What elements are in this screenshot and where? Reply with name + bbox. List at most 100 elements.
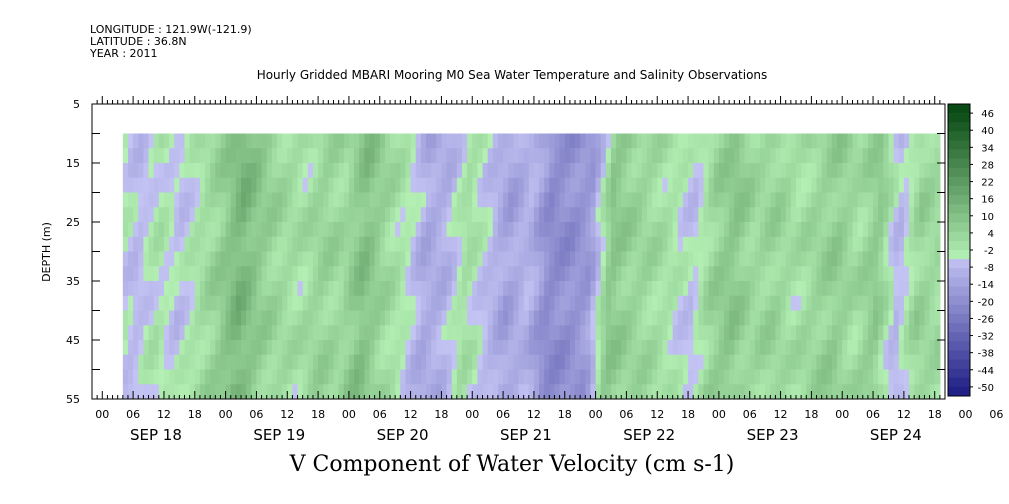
heatmap-cell	[271, 222, 278, 238]
heatmap-cell	[251, 295, 258, 312]
heatmap-cell	[785, 281, 792, 297]
heatmap-cell	[158, 207, 165, 223]
heatmap-cell	[153, 251, 160, 267]
heatmap-cell	[374, 192, 381, 208]
heatmap-cell	[852, 236, 859, 253]
heatmap-cell	[554, 133, 561, 149]
heatmap-cell	[590, 325, 597, 341]
heatmap-cell	[878, 310, 884, 326]
heatmap-cell	[174, 281, 180, 297]
heatmap-cell	[703, 384, 710, 399]
heatmap-cell	[400, 163, 407, 179]
heatmap-cell	[873, 163, 879, 179]
heatmap-cell	[909, 163, 915, 179]
heatmap-cell	[610, 251, 617, 267]
heatmap-cell	[348, 295, 355, 312]
heatmap-cell	[693, 163, 699, 179]
heatmap-cell	[646, 354, 653, 371]
heatmap-cell	[616, 384, 622, 399]
heatmap-cell	[415, 295, 422, 312]
heatmap-cell	[395, 354, 401, 371]
heatmap-cell	[909, 177, 915, 194]
heatmap-cell	[210, 295, 216, 312]
heatmap-cell	[497, 133, 504, 149]
heatmap-cell	[410, 222, 417, 238]
heatmap-cell	[831, 295, 838, 312]
heatmap-cell	[544, 192, 550, 208]
heatmap-cell	[420, 325, 427, 341]
heatmap-cell	[785, 369, 792, 385]
heatmap-cell	[395, 207, 401, 223]
heatmap-cell	[369, 340, 376, 356]
heatmap-cell	[518, 266, 525, 282]
heatmap-cell	[801, 295, 807, 312]
heatmap-cell	[122, 281, 129, 297]
heatmap-cell	[631, 325, 638, 341]
heatmap-cell	[713, 163, 720, 179]
heatmap-cell	[261, 384, 268, 399]
heatmap-cell	[693, 384, 699, 399]
heatmap-cell	[436, 369, 443, 385]
heatmap-cell	[621, 236, 628, 253]
heatmap-cell	[616, 369, 622, 385]
heatmap-cell	[718, 133, 725, 149]
heatmap-cell	[348, 369, 355, 385]
heatmap-cell	[179, 192, 186, 208]
heatmap-cell	[672, 163, 679, 179]
heatmap-cell	[734, 295, 741, 312]
heatmap-cell	[241, 369, 247, 385]
heatmap-cell	[220, 369, 227, 385]
heatmap-cell	[354, 163, 360, 179]
colorbar-swatch	[948, 167, 970, 178]
heatmap-cell	[420, 354, 427, 371]
heatmap-cell	[903, 177, 910, 194]
heatmap-cell	[210, 325, 216, 341]
heatmap-cell	[528, 133, 535, 149]
heatmap-cell	[400, 236, 407, 253]
heatmap-cell	[657, 354, 663, 371]
heatmap-cell	[138, 325, 144, 341]
heatmap-cell	[256, 310, 263, 326]
heatmap-cell	[903, 354, 910, 371]
heatmap-cell	[857, 325, 864, 341]
heatmap-cell	[713, 133, 720, 149]
heatmap-cell	[446, 384, 453, 399]
heatmap-cell	[169, 177, 175, 194]
heatmap-cell	[821, 384, 828, 399]
heatmap-cell	[122, 207, 129, 223]
heatmap-cell	[230, 340, 237, 356]
heatmap-cell	[374, 325, 381, 341]
heatmap-cell	[338, 281, 345, 297]
heatmap-cell	[569, 295, 576, 312]
colorbar-swatch	[948, 295, 970, 306]
heatmap-cell	[364, 222, 371, 238]
heatmap-cell	[903, 192, 910, 208]
heatmap-cell	[431, 325, 437, 341]
heatmap-cell	[662, 384, 669, 399]
heatmap-cell	[652, 222, 658, 238]
heatmap-cell	[287, 133, 294, 149]
heatmap-cell	[261, 295, 268, 312]
heatmap-cell	[122, 310, 129, 326]
heatmap-cell	[790, 133, 797, 149]
heatmap-cell	[369, 177, 376, 194]
heatmap-cell	[523, 207, 530, 223]
heatmap-cell	[384, 295, 391, 312]
x-tick-label: 00	[835, 408, 849, 421]
heatmap-cell	[287, 207, 294, 223]
heatmap-cell	[924, 207, 931, 223]
heatmap-cell	[765, 266, 771, 282]
heatmap-cell	[564, 177, 571, 194]
heatmap-cell	[564, 192, 571, 208]
heatmap-cell	[446, 310, 453, 326]
heatmap-cell	[780, 236, 787, 253]
heatmap-cell	[246, 222, 252, 238]
heatmap-cell	[148, 192, 155, 208]
heatmap-cell	[569, 251, 576, 267]
heatmap-cell	[605, 325, 612, 341]
heatmap-cell	[133, 295, 139, 312]
heatmap-cell	[610, 369, 617, 385]
x-tick-label: 18	[434, 408, 448, 421]
heatmap-cell	[215, 192, 222, 208]
heatmap-cell	[554, 354, 561, 371]
